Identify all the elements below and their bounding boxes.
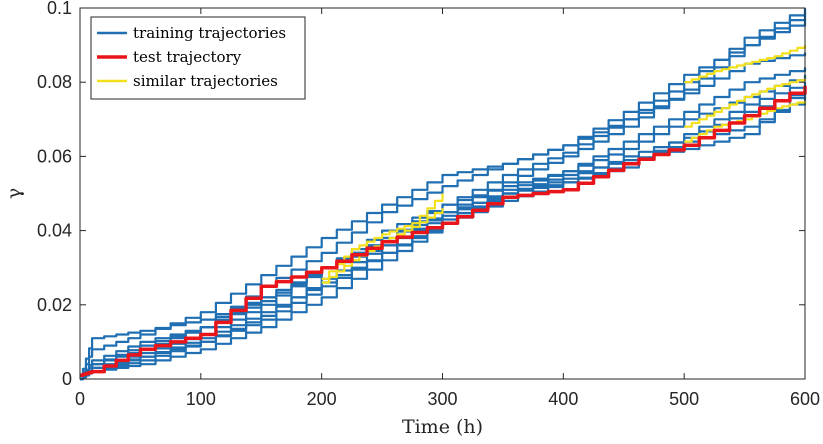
legend-label-similar: similar trajectories bbox=[133, 72, 278, 90]
y-tick-label: 0.06 bbox=[37, 146, 72, 166]
axes-layer: 0 100 200 300 400 500 600 0 0.02 0.04 0.06 0.08 0.1 bbox=[37, 0, 820, 409]
y-tick-label: 0.04 bbox=[37, 221, 72, 241]
series-layer bbox=[80, 8, 807, 381]
similar-trajectory-line bbox=[684, 78, 807, 128]
test-trajectory-line bbox=[80, 85, 807, 378]
x-axis-label: Time (h) bbox=[402, 416, 483, 438]
y-tick-label: 0.02 bbox=[37, 295, 72, 315]
legend: training trajectories test trajectory si… bbox=[90, 16, 306, 100]
legend-label-test: test trajectory bbox=[133, 48, 242, 66]
training-trajectory-line bbox=[80, 19, 807, 381]
x-tick-label: 500 bbox=[669, 389, 699, 409]
x-tick-label: 400 bbox=[548, 389, 578, 409]
x-tick-label: 300 bbox=[427, 389, 457, 409]
x-tick-label: 200 bbox=[307, 389, 337, 409]
x-tick-label: 600 bbox=[790, 389, 820, 409]
x-tick-label: 100 bbox=[186, 389, 216, 409]
x-tick-label: 0 bbox=[75, 389, 85, 409]
legend-label-training: training trajectories bbox=[133, 24, 286, 42]
y-tick-label: 0.08 bbox=[37, 72, 72, 92]
y-tick-label: 0 bbox=[62, 369, 72, 389]
similar-trajectory-line bbox=[684, 45, 807, 84]
y-tick-label: 0.1 bbox=[47, 0, 72, 18]
y-axis-label: γ bbox=[3, 188, 25, 199]
